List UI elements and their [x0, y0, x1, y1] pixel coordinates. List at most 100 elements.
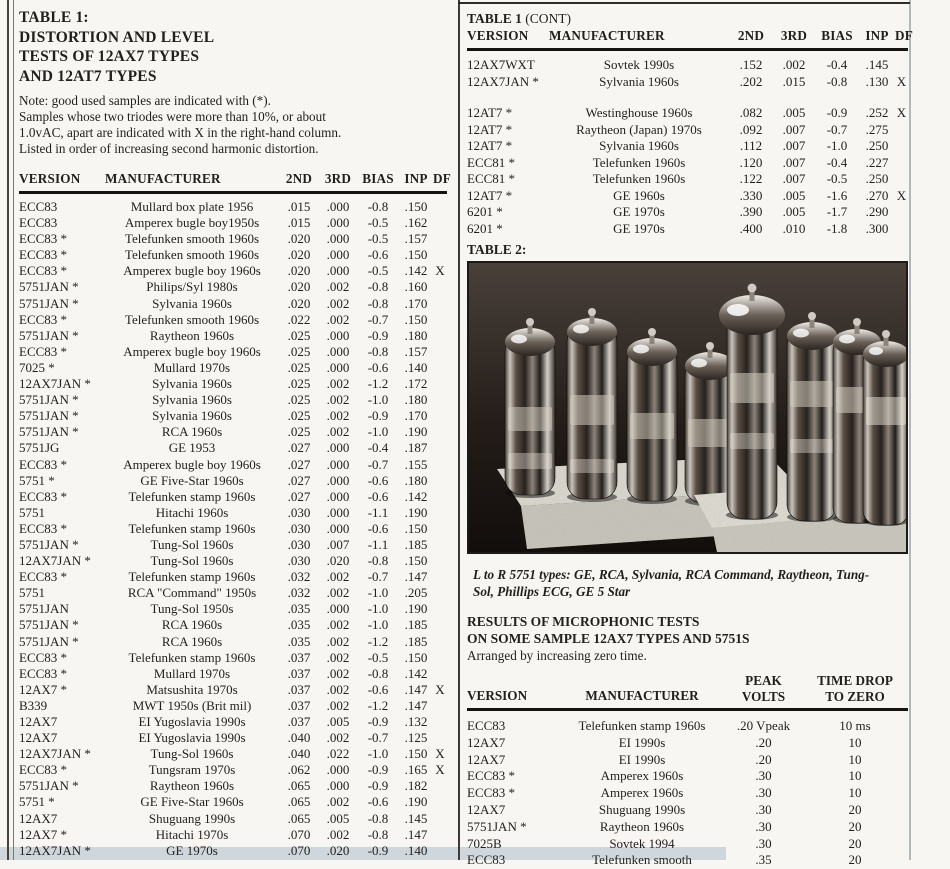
- cell-inp: .130: [865, 73, 889, 89]
- cell-inp: .132: [404, 714, 428, 729]
- table-row: 5751JAN Tung-Sol 1950s .035 .000 -1.0 .1…: [19, 601, 447, 617]
- cell-bias: -0.7: [367, 730, 389, 746]
- cell-inp: .142: [404, 665, 428, 681]
- cell-inp: .190: [404, 504, 428, 520]
- microphonic-title: RESULTS OF MICROPHONIC TESTS ON SOME SAM…: [467, 613, 908, 647]
- cell-manufacturer: Sylvania 1960s: [152, 408, 232, 424]
- cell-bias: -1.0: [367, 585, 389, 601]
- cell-bias: -0.9: [826, 105, 848, 120]
- cell-manufacturer: EI 1990s: [618, 734, 666, 750]
- cell-manufacturer: Westinghouse 1960s: [585, 105, 693, 120]
- cell-df: [433, 505, 447, 521]
- cell-bias: -0.8: [367, 826, 389, 842]
- cell-3rd: .000: [326, 488, 350, 504]
- cell-inp: .162: [404, 215, 428, 231]
- table-row: 12AT7 * Westinghouse 1960s .082 .005 -0.…: [467, 105, 908, 122]
- cell-df: [433, 521, 447, 537]
- note-line: Listed in order of increasing second har…: [19, 141, 319, 156]
- cell-version: ECC83: [19, 199, 58, 214]
- cell-df: [433, 553, 447, 569]
- cell-version: 5751JAN *: [19, 778, 79, 794]
- cell-2nd: .037: [287, 649, 311, 665]
- cell-3rd: .002: [326, 408, 350, 424]
- table-row: ECC81 * Telefunken 1960s .122 .007 -0.5 …: [467, 171, 908, 188]
- cell-inp: .147: [404, 569, 428, 585]
- cell-bias: -0.6: [367, 681, 389, 697]
- cell-2nd: .035: [287, 633, 311, 649]
- note-line: Samples whose two triodes were more than…: [19, 109, 326, 124]
- cell-bias: -0.7: [367, 569, 389, 585]
- cell-inp: .140: [404, 842, 428, 858]
- cell-2nd: .330: [739, 187, 763, 203]
- cell-manufacturer: Tung-Sol 1960s: [150, 553, 234, 569]
- table-row: 5751 * GE Five-Star 1960s .027 .000 -0.6…: [19, 473, 447, 489]
- cell-df: [433, 296, 447, 312]
- microphonic-title-line: RESULTS OF MICROPHONIC TESTS: [467, 614, 700, 629]
- cell-version: ECC83: [467, 852, 506, 868]
- header-inp: INP: [865, 28, 889, 43]
- table1-title-line: DISTORTION AND LEVEL: [19, 28, 215, 46]
- cell-manufacturer: GE 1970s: [166, 842, 218, 858]
- cell-time-drop: 20: [848, 852, 862, 868]
- cell-manufacturer: Hitachi 1960s: [155, 504, 229, 520]
- table-row: 12AX7 EI 1990s .20 10: [467, 752, 908, 769]
- cell-time-drop: 10: [848, 785, 862, 801]
- cell-df: [433, 489, 447, 505]
- table-row: ECC83 Telefunken stamp 1960s .20 Vpeak 1…: [467, 718, 908, 735]
- cell-bias: -0.8: [367, 279, 389, 295]
- cell-inp: .190: [404, 794, 428, 810]
- table-group-gap: [467, 90, 908, 105]
- cell-inp: .227: [865, 154, 889, 170]
- cell-df: [433, 650, 447, 666]
- cell-inp: .170: [404, 295, 428, 311]
- cell-inp: .147: [404, 826, 428, 842]
- cell-manufacturer: Tung-Sol 1950s: [150, 601, 234, 617]
- cell-df: [433, 312, 447, 328]
- table-row: ECC81 * Telefunken 1960s .120 .007 -0.4 …: [467, 155, 908, 172]
- cell-version: ECC83 *: [19, 263, 68, 279]
- cell-2nd: .040: [287, 746, 311, 762]
- cell-2nd: .025: [287, 424, 311, 440]
- cell-version: 12AX7: [467, 801, 506, 817]
- table-row: 12AX7JAN * Sylvania 1960s .202 .015 -0.8…: [467, 74, 908, 91]
- cell-bias: -0.6: [367, 488, 389, 504]
- cell-inp: .155: [404, 456, 428, 472]
- vacuum-tube: [566, 308, 618, 502]
- cell-inp: .157: [404, 343, 428, 359]
- microphonic-subtitle: Arranged by increasing zero time.: [467, 648, 647, 663]
- cell-2nd: .020: [287, 231, 311, 247]
- cell-version: 12AX7: [19, 730, 58, 746]
- microphonic-title-line: ON SOME SAMPLE 12AX7 TYPES AND 5751S: [467, 631, 750, 646]
- cell-manufacturer: Telefunken smooth 1960s: [124, 231, 260, 247]
- cell-df: [895, 57, 908, 74]
- cell-peak-volts: .30: [755, 835, 772, 851]
- cell-2nd: .020: [287, 279, 311, 295]
- table-row: ECC83 Amperex bugle boy1950s .015 .000 -…: [19, 215, 447, 231]
- cell-version: ECC83 *: [19, 343, 68, 359]
- cell-inp: .270: [865, 187, 889, 203]
- cell-version: ECC83 *: [19, 231, 68, 247]
- cell-peak-volts: .20: [755, 734, 772, 750]
- cell-2nd: .390: [739, 204, 763, 219]
- cell-inp: .150: [404, 247, 428, 263]
- cell-3rd: .000: [326, 456, 350, 472]
- cell-inp: .180: [404, 327, 428, 343]
- table-row: 12AX7 EI Yugoslavia 1990s .040 .002 -0.7…: [19, 730, 447, 746]
- cell-manufacturer: GE 1960s: [613, 187, 665, 203]
- cell-df: [433, 199, 447, 215]
- cell-inp: .150: [404, 311, 428, 327]
- cell-3rd: .007: [782, 171, 806, 186]
- cell-manufacturer: MWT 1950s (Brit mil): [132, 697, 252, 713]
- cell-bias: -0.8: [367, 295, 389, 311]
- cell-version: ECC83 *: [19, 649, 68, 665]
- cell-version: 12AX7JAN *: [467, 73, 539, 89]
- cell-manufacturer: Philips/Syl 1980s: [146, 279, 238, 295]
- cell-2nd: .037: [287, 697, 311, 713]
- cell-version: 12AX7: [467, 734, 506, 750]
- cell-df: [433, 344, 447, 360]
- cell-2nd: .065: [287, 778, 311, 794]
- table-row: ECC83 Telefunken smooth .35 20: [467, 852, 908, 869]
- header-3rd: 3RD: [324, 171, 352, 186]
- cell-2nd: .032: [287, 569, 311, 585]
- cell-3rd: .007: [782, 121, 806, 137]
